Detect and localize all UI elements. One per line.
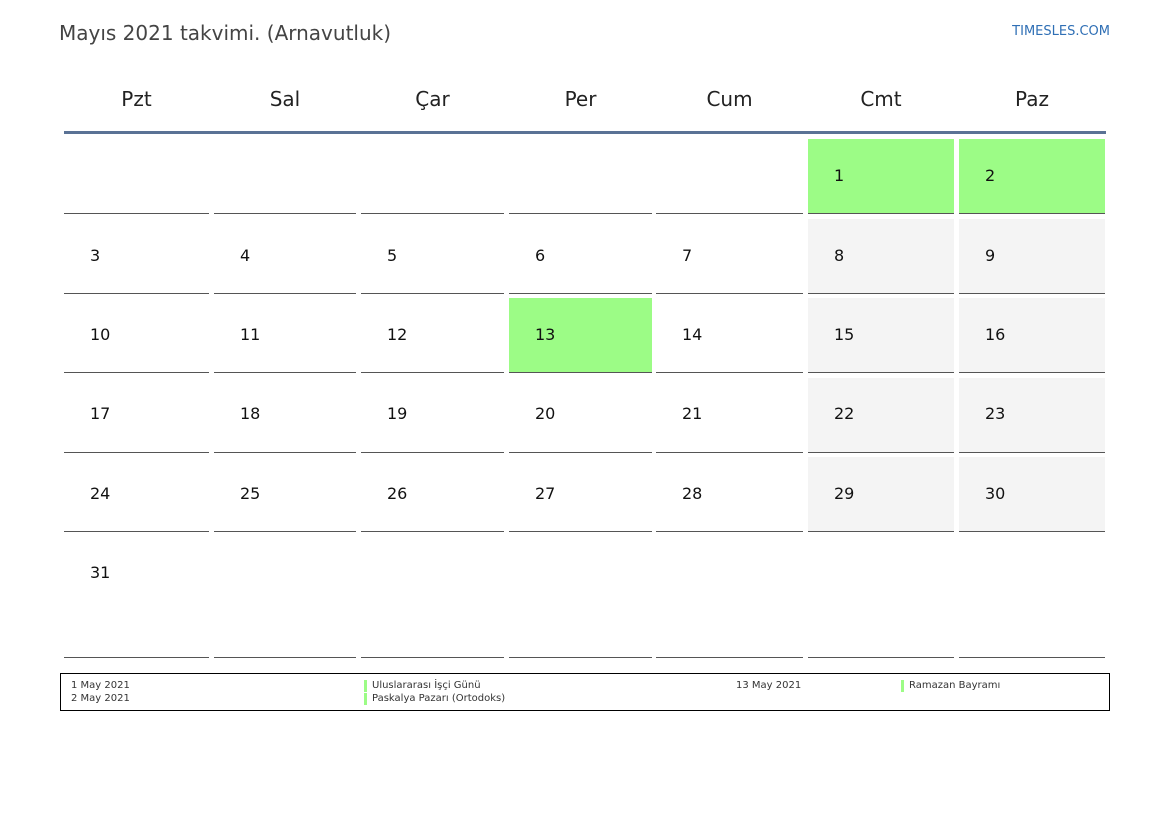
- day-cell: 20: [509, 378, 652, 453]
- day-cell: 3: [64, 219, 209, 294]
- day-cell: 31: [64, 537, 209, 658]
- legend-date: 13 May 2021: [736, 680, 802, 691]
- weekday-friday: Cum: [706, 87, 753, 111]
- empty-day-cell: [509, 139, 652, 214]
- day-cell: 9: [959, 219, 1105, 294]
- weekday-thursday: Per: [564, 87, 597, 111]
- day-number: 14: [682, 325, 703, 344]
- day-cell: 5: [361, 219, 504, 294]
- day-number: 31: [90, 563, 111, 582]
- legend-date: 2 May 2021: [71, 693, 130, 704]
- site-link[interactable]: TIMESLES.COM: [1012, 24, 1110, 39]
- weekday-tuesday: Sal: [269, 87, 301, 111]
- day-number: 9: [985, 246, 996, 265]
- day-number: 20: [535, 404, 556, 423]
- empty-day-cell: [214, 537, 356, 658]
- empty-day-cell: [361, 139, 504, 214]
- legend-color-marker: [364, 680, 367, 692]
- day-number: 1: [834, 166, 845, 185]
- legend-holiday-name: Uluslararası İşçi Günü: [372, 680, 481, 691]
- day-number: 8: [834, 246, 845, 265]
- day-cell: 24: [64, 457, 209, 532]
- day-cell: 22: [808, 378, 954, 453]
- day-cell: 2: [959, 139, 1105, 214]
- day-number: 10: [90, 325, 111, 344]
- day-cell: 26: [361, 457, 504, 532]
- day-number: 27: [535, 484, 556, 503]
- empty-day-cell: [959, 537, 1105, 658]
- day-cell: 25: [214, 457, 356, 532]
- day-number: 12: [387, 325, 408, 344]
- page-title: Mayıs 2021 takvimi. (Arnavutluk): [59, 21, 392, 45]
- legend-holiday-name: Paskalya Pazarı (Ortodoks): [372, 693, 506, 704]
- empty-day-cell: [509, 537, 652, 658]
- weekday-wednesday: Çar: [415, 87, 450, 111]
- day-cell: 10: [64, 298, 209, 373]
- empty-day-cell: [64, 139, 209, 214]
- day-number: 25: [240, 484, 261, 503]
- day-number: 2: [985, 166, 996, 185]
- day-number: 5: [387, 246, 398, 265]
- day-number: 24: [90, 484, 111, 503]
- day-number: 7: [682, 246, 693, 265]
- legend-color-marker: [364, 693, 367, 705]
- weekday-sunday: Paz: [1015, 87, 1049, 111]
- day-cell: 1: [808, 139, 954, 214]
- header-divider: [64, 131, 1106, 134]
- empty-day-cell: [361, 537, 504, 658]
- weekday-saturday: Cmt: [860, 87, 902, 111]
- day-cell: 29: [808, 457, 954, 532]
- day-cell: 8: [808, 219, 954, 294]
- empty-day-cell: [808, 537, 954, 658]
- day-cell: 4: [214, 219, 356, 294]
- day-number: 11: [240, 325, 261, 344]
- day-number: 16: [985, 325, 1006, 344]
- legend-holiday-name: Ramazan Bayramı: [909, 680, 1001, 691]
- day-cell: 12: [361, 298, 504, 373]
- day-number: 17: [90, 404, 111, 423]
- day-number: 6: [535, 246, 546, 265]
- day-number: 13: [535, 325, 556, 344]
- day-cell: 21: [656, 378, 803, 453]
- day-cell: 18: [214, 378, 356, 453]
- day-number: 26: [387, 484, 408, 503]
- day-cell: 13: [509, 298, 652, 373]
- day-number: 23: [985, 404, 1006, 423]
- empty-day-cell: [656, 139, 803, 214]
- holiday-legend: 1 May 2021 Uluslararası İşçi Günü 2 May …: [60, 673, 1110, 711]
- day-cell: 17: [64, 378, 209, 453]
- empty-day-cell: [214, 139, 356, 214]
- day-cell: 16: [959, 298, 1105, 373]
- day-number: 28: [682, 484, 703, 503]
- day-number: 19: [387, 404, 408, 423]
- day-number: 22: [834, 404, 855, 423]
- day-cell: 6: [509, 219, 652, 294]
- day-number: 18: [240, 404, 261, 423]
- day-number: 21: [682, 404, 703, 423]
- day-cell: 11: [214, 298, 356, 373]
- day-cell: 7: [656, 219, 803, 294]
- day-cell: 23: [959, 378, 1105, 453]
- day-number: 3: [90, 246, 101, 265]
- day-cell: 28: [656, 457, 803, 532]
- day-number: 29: [834, 484, 855, 503]
- day-cell: 15: [808, 298, 954, 373]
- weekday-monday: Pzt: [121, 87, 152, 111]
- day-cell: 27: [509, 457, 652, 532]
- day-cell: 30: [959, 457, 1105, 532]
- day-number: 4: [240, 246, 251, 265]
- day-number: 30: [985, 484, 1006, 503]
- empty-day-cell: [656, 537, 803, 658]
- legend-date: 1 May 2021: [71, 680, 130, 691]
- legend-color-marker: [901, 680, 904, 692]
- day-cell: 19: [361, 378, 504, 453]
- day-number: 15: [834, 325, 855, 344]
- day-cell: 14: [656, 298, 803, 373]
